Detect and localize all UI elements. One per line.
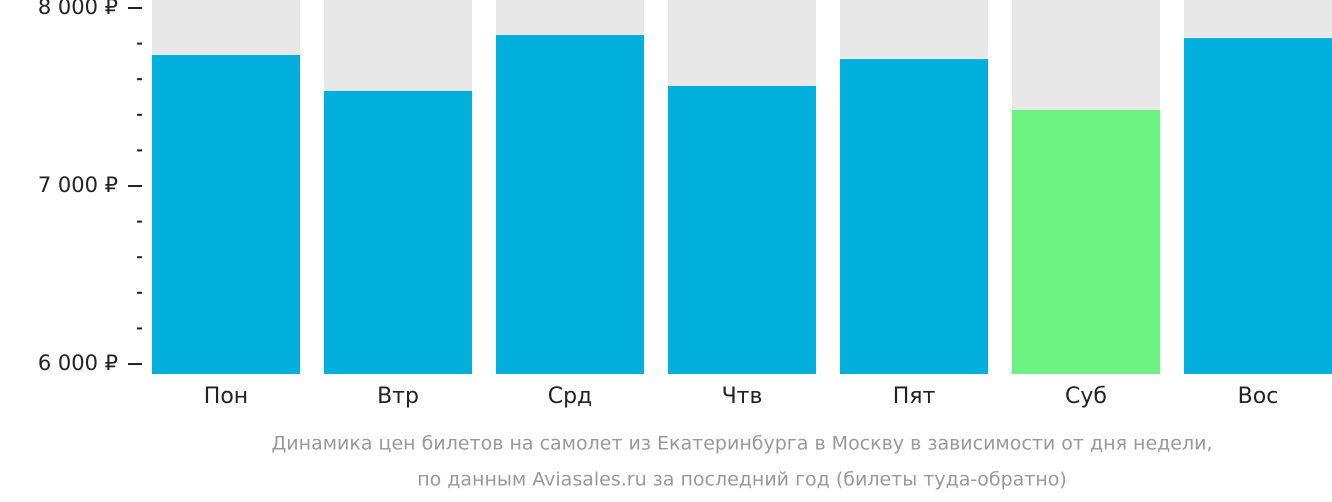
- bar: [152, 55, 300, 374]
- x-tick-label: Срд: [548, 384, 593, 409]
- bar: [668, 85, 816, 374]
- bar: [324, 90, 472, 374]
- x-tick-label: Чтв: [722, 384, 763, 409]
- x-tick-label: Пят: [893, 384, 936, 409]
- y-tick-label: 7 000 ₽: [38, 173, 118, 197]
- y-tick-label: 6 000 ₽: [38, 351, 118, 375]
- caption: по данным Aviasales.ru за последний год …: [417, 469, 1067, 491]
- x-tick-label: Втр: [377, 384, 419, 409]
- bar: [840, 59, 988, 374]
- x-tick-label: Суб: [1065, 384, 1107, 409]
- y-tick-label: 8 000 ₽: [38, 0, 118, 19]
- bar: [496, 35, 644, 375]
- bar: [1012, 110, 1160, 374]
- caption: Динамика цен билетов на самолет из Екате…: [271, 433, 1212, 455]
- bar: [1184, 38, 1332, 375]
- x-tick-label: Пон: [204, 384, 248, 409]
- x-tick-label: Вос: [1238, 384, 1279, 409]
